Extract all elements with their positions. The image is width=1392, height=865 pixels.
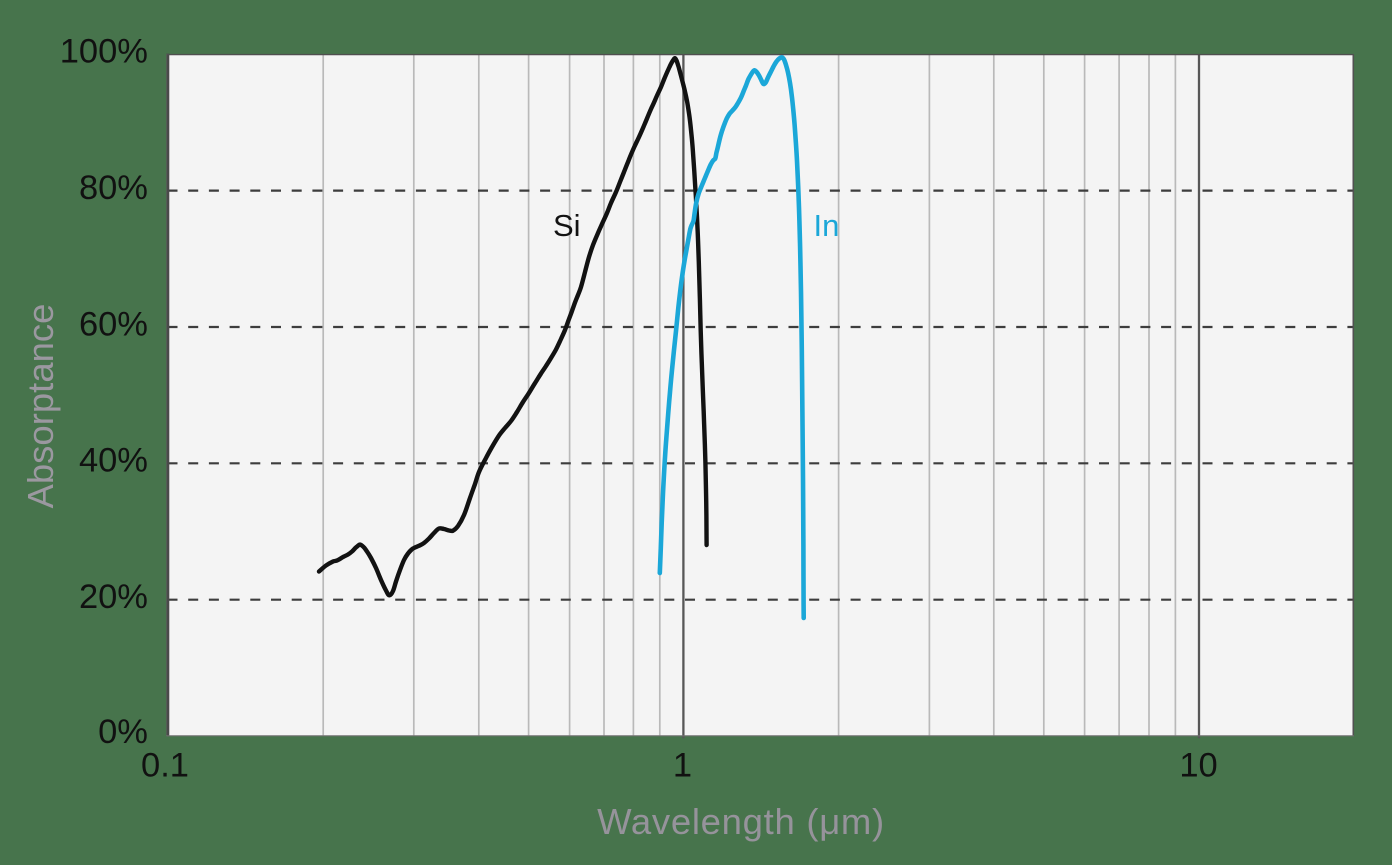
svg-text:20%: 20% — [79, 578, 148, 616]
svg-text:Wavelength (μm): Wavelength (μm) — [597, 801, 885, 842]
svg-text:0.1: 0.1 — [141, 746, 189, 784]
svg-text:1: 1 — [673, 746, 692, 784]
svg-text:10: 10 — [1179, 746, 1217, 784]
svg-text:40%: 40% — [79, 442, 148, 480]
svg-text:100%: 100% — [60, 33, 148, 71]
svg-text:In: In — [814, 208, 840, 243]
svg-text:80%: 80% — [79, 169, 148, 207]
svg-text:Absorptance: Absorptance — [20, 304, 61, 509]
svg-text:Si: Si — [553, 208, 581, 243]
svg-text:0%: 0% — [98, 713, 148, 751]
svg-text:60%: 60% — [79, 305, 148, 343]
